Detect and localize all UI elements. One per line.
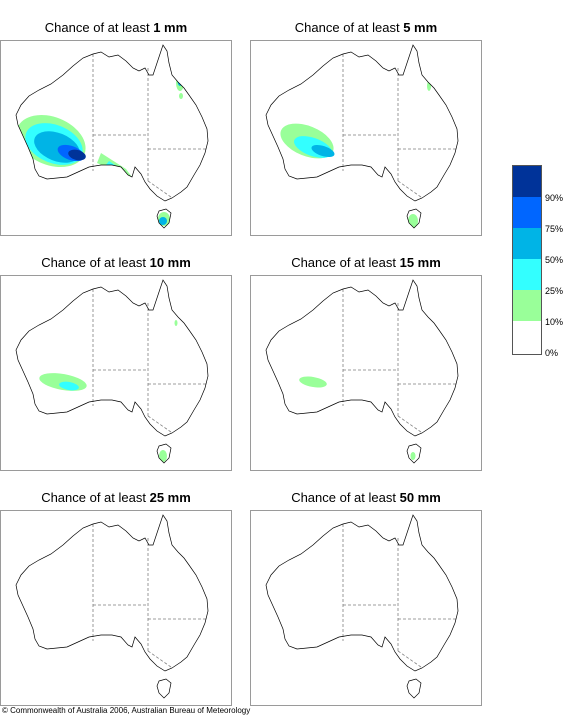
threshold-label: 25 mm (149, 490, 191, 505)
legend-label-50: 50% (545, 255, 564, 265)
map-frame (0, 275, 232, 471)
coastline (265, 514, 459, 672)
copyright-notice: © Commonwealth of Australia 2006, Austra… (2, 706, 251, 715)
probability-legend: 90% 75% 50% 25% 10% 0% (512, 165, 568, 358)
mainland-fill (266, 515, 458, 671)
title-prefix: Chance of at least (294, 20, 400, 35)
legend-swatch-75 (513, 197, 541, 228)
australia-map (15, 514, 209, 699)
title-prefix: Chance of at least (41, 255, 146, 270)
map-frame (250, 275, 482, 471)
australia-map (265, 514, 459, 699)
legend-color-bar (512, 165, 542, 355)
probability-region (179, 93, 183, 99)
panel-title: Chance of at least 10 mm (0, 255, 232, 271)
legend-swatch-90 (513, 166, 541, 197)
panel-title: Chance of at least 25 mm (0, 490, 232, 506)
threshold-label: 10 mm (149, 255, 191, 270)
mainland-fill (266, 45, 458, 201)
tasmania-fill (407, 679, 421, 698)
legend-swatch-25 (513, 259, 541, 290)
map-frame (250, 510, 482, 706)
mainland-fill (266, 280, 458, 436)
coastline (15, 44, 209, 202)
threshold-label: 50 mm (399, 490, 441, 505)
title-prefix: Chance of at least (291, 490, 396, 505)
map-frame (250, 40, 482, 236)
probability-region (176, 75, 184, 91)
threshold-label: 1 mm (153, 20, 188, 35)
rainfall-probability-overlay (39, 320, 178, 462)
legend-label-90: 90% (545, 193, 564, 203)
rainfall-probability-overlay (280, 81, 431, 228)
title-prefix: Chance of at least (41, 490, 146, 505)
australia-map (265, 44, 459, 229)
legend-swatch-0 (513, 321, 541, 354)
map-frame (0, 40, 232, 236)
probability-region (410, 452, 416, 460)
probability-region (299, 376, 327, 388)
probability-region (427, 81, 431, 91)
tasmania-coastline (406, 208, 422, 229)
panel-title: Chance of at least 50 mm (250, 490, 482, 506)
panel-title: Chance of at least 1 mm (0, 20, 232, 36)
title-prefix: Chance of at least (44, 20, 150, 35)
title-prefix: Chance of at least (291, 255, 396, 270)
coastline (15, 279, 209, 437)
legend-label-10: 10% (545, 317, 564, 327)
coastline (15, 514, 209, 672)
map-frame (0, 510, 232, 706)
australia-map (15, 44, 209, 229)
coastline (265, 279, 459, 437)
probability-region (311, 144, 335, 158)
panel-title: Chance of at least 15 mm (250, 255, 482, 271)
legend-swatch-10 (513, 290, 541, 321)
rainfall-probability-overlay (299, 376, 416, 460)
coastline (265, 44, 459, 202)
legend-swatch-50 (513, 228, 541, 259)
tasmania-coastline (406, 678, 422, 699)
threshold-label: 5 mm (403, 20, 438, 35)
tasmania-fill (157, 679, 171, 698)
probability-region (159, 450, 167, 462)
probability-region (159, 217, 167, 225)
panel-title: Chance of at least 5 mm (250, 20, 482, 36)
australia-map (15, 279, 209, 464)
threshold-label: 15 mm (399, 255, 441, 270)
legend-label-25: 25% (545, 286, 564, 296)
mainland-fill (16, 280, 208, 436)
probability-region (68, 149, 86, 161)
tasmania-coastline (156, 678, 172, 699)
tasmania-coastline (156, 208, 172, 229)
tasmania-coastline (156, 443, 172, 464)
probability-region (174, 320, 178, 326)
probability-region (59, 381, 79, 391)
mainland-fill (16, 515, 208, 671)
legend-label-75: 75% (545, 224, 564, 234)
probability-region (177, 76, 183, 86)
legend-label-0: 0% (545, 348, 559, 358)
australia-map (265, 279, 459, 464)
tasmania-coastline (406, 443, 422, 464)
